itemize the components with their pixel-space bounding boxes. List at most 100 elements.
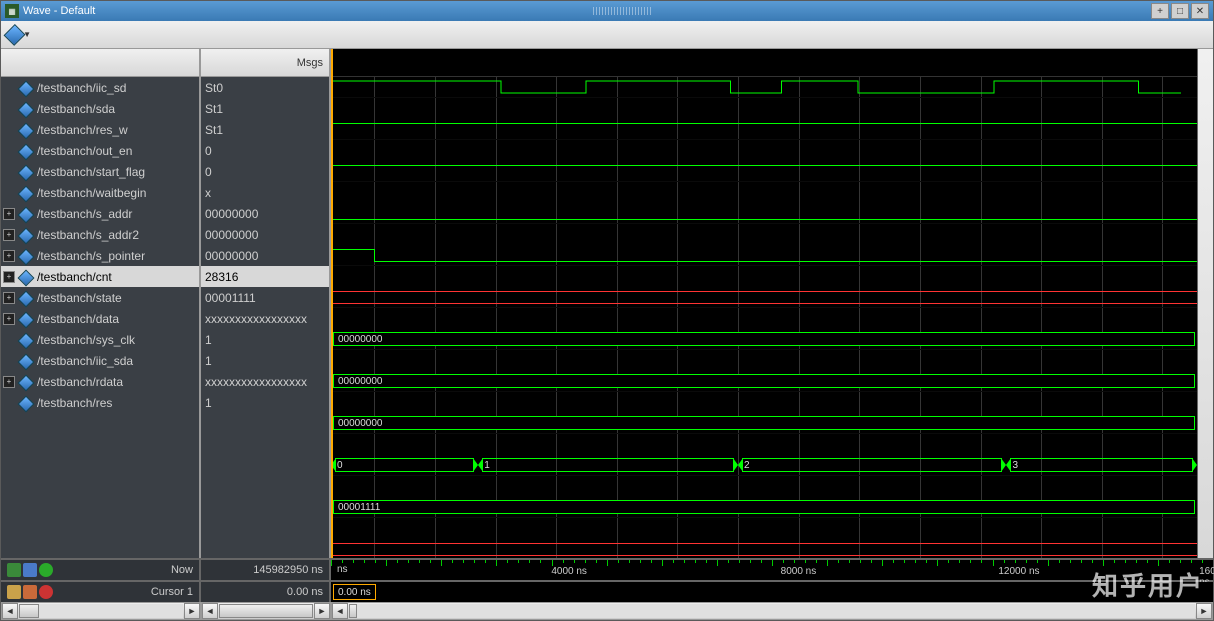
cursor-line[interactable] bbox=[331, 77, 333, 558]
wave-row[interactable] bbox=[331, 245, 1197, 266]
name-scrollbar[interactable]: ◄ ► bbox=[1, 602, 201, 620]
msg-list[interactable]: St0St1St100x0000000000000000000000002831… bbox=[201, 77, 329, 558]
diamond-icon bbox=[17, 374, 33, 390]
signal-row[interactable]: +/testbanch/waitbegin bbox=[1, 182, 199, 203]
wrench-icon[interactable] bbox=[23, 585, 37, 599]
diamond-icon bbox=[17, 269, 33, 285]
msg-row[interactable]: xxxxxxxxxxxxxxxxx bbox=[201, 308, 329, 329]
diamond-icon bbox=[17, 227, 33, 243]
msg-scrollbar[interactable]: ◄ ► bbox=[201, 602, 331, 620]
msg-row[interactable]: 1 bbox=[201, 392, 329, 413]
diamond-icon bbox=[17, 122, 33, 138]
diamond-icon bbox=[17, 143, 33, 159]
now-left: Now bbox=[1, 560, 201, 580]
signal-name: /testbanch/data bbox=[37, 312, 119, 326]
msg-row[interactable]: 28316 bbox=[201, 266, 329, 287]
msg-row[interactable]: 00000000 bbox=[201, 203, 329, 224]
titlebar-grip[interactable] bbox=[593, 7, 653, 15]
signal-list[interactable]: +/testbanch/iic_sd+/testbanch/sda+/testb… bbox=[1, 77, 199, 558]
wave-row[interactable] bbox=[331, 203, 1197, 224]
msg-row[interactable]: 00000000 bbox=[201, 245, 329, 266]
msg-row[interactable]: 1 bbox=[201, 350, 329, 371]
toolbar: ▼ bbox=[1, 21, 1213, 49]
expand-icon[interactable]: + bbox=[3, 292, 15, 304]
expand-icon[interactable]: + bbox=[3, 229, 15, 241]
scroll-right-icon[interactable]: ► bbox=[1196, 603, 1212, 619]
msg-row[interactable]: 00000000 bbox=[201, 224, 329, 245]
signal-row[interactable]: + /testbanch/s_addr2 bbox=[1, 224, 199, 245]
cursor-time-box[interactable]: 0.00 ns bbox=[333, 584, 376, 600]
signal-row[interactable]: + /testbanch/rdata bbox=[1, 371, 199, 392]
add-button[interactable]: + bbox=[1151, 3, 1169, 19]
signal-row[interactable]: +/testbanch/s_pointer bbox=[1, 245, 199, 266]
msg-row[interactable]: St1 bbox=[201, 98, 329, 119]
titlebar[interactable]: ▦ Wave - Default + □ ✕ bbox=[1, 1, 1213, 21]
signal-row[interactable]: +/testbanch/sys_clk bbox=[1, 329, 199, 350]
wave-row[interactable]: 00000000 bbox=[331, 329, 1197, 350]
diamond-icon bbox=[17, 80, 33, 96]
signal-row[interactable]: +/testbanch/s_addr bbox=[1, 203, 199, 224]
link-icon[interactable] bbox=[7, 563, 21, 577]
signal-row[interactable]: +/testbanch/iic_sda bbox=[1, 350, 199, 371]
scroll-left-icon[interactable]: ◄ bbox=[332, 603, 348, 619]
wave-pane[interactable]: 00000000 00000000 00000000 0123 00001111 bbox=[331, 49, 1197, 558]
signal-name: /testbanch/start_flag bbox=[37, 165, 145, 179]
now-row: Now 145982950 ns ns 4000 ns8000 ns12000 … bbox=[1, 558, 1213, 580]
signal-row[interactable]: +/testbanch/iic_sd bbox=[1, 77, 199, 98]
diamond-icon bbox=[17, 248, 33, 264]
wave-row[interactable] bbox=[331, 539, 1197, 558]
scroll-left-icon[interactable]: ◄ bbox=[202, 603, 218, 619]
content-area: +/testbanch/iic_sd+/testbanch/sda+/testb… bbox=[1, 49, 1213, 558]
msg-row[interactable]: xxxxxxxxxxxxxxxxx bbox=[201, 371, 329, 392]
signal-row[interactable]: +/testbanch/cnt bbox=[1, 266, 199, 287]
detach-button[interactable]: □ bbox=[1171, 3, 1189, 19]
msg-row[interactable]: 0 bbox=[201, 140, 329, 161]
signal-row[interactable]: +/testbanch/res_w bbox=[1, 119, 199, 140]
wave-row[interactable] bbox=[331, 77, 1197, 98]
lock-icon[interactable] bbox=[7, 585, 21, 599]
signal-row[interactable]: +/testbanch/res bbox=[1, 392, 199, 413]
wave-row[interactable]: 00000000 bbox=[331, 371, 1197, 392]
signal-row[interactable]: + /testbanch/data bbox=[1, 308, 199, 329]
msg-row[interactable]: 00001111 bbox=[201, 287, 329, 308]
msg-row[interactable]: 1 bbox=[201, 329, 329, 350]
wave-area[interactable]: 00000000 00000000 00000000 0123 00001111 bbox=[331, 77, 1197, 558]
scroll-left-icon[interactable]: ◄ bbox=[2, 603, 18, 619]
add-icon[interactable] bbox=[39, 563, 53, 577]
close-button[interactable]: ✕ bbox=[1191, 3, 1209, 19]
wave-row[interactable] bbox=[331, 119, 1197, 140]
signal-name: /testbanch/s_addr2 bbox=[37, 228, 139, 242]
wave-row[interactable]: 0123 bbox=[331, 455, 1197, 476]
wave-row[interactable]: 00000000 bbox=[331, 413, 1197, 434]
signal-row[interactable]: +/testbanch/sda bbox=[1, 98, 199, 119]
signal-row[interactable]: +/testbanch/start_flag bbox=[1, 161, 199, 182]
expand-icon[interactable]: + bbox=[3, 376, 15, 388]
msg-row[interactable]: x bbox=[201, 182, 329, 203]
signal-name: /testbanch/iic_sda bbox=[37, 354, 133, 368]
timescale[interactable]: ns 4000 ns8000 ns12000 ns16000 ns bbox=[331, 560, 1213, 580]
scroll-right-icon[interactable]: ► bbox=[184, 603, 200, 619]
remove-icon[interactable] bbox=[39, 585, 53, 599]
expand-icon[interactable]: + bbox=[3, 313, 15, 325]
wave-scrollbar[interactable]: ◄ ► bbox=[331, 602, 1213, 620]
time-tick-label: 4000 ns bbox=[551, 566, 587, 577]
expand-icon[interactable]: + bbox=[3, 250, 15, 262]
signal-row[interactable]: +/testbanch/state bbox=[1, 287, 199, 308]
diamond-icon bbox=[17, 353, 33, 369]
expand-icon[interactable]: + bbox=[3, 208, 15, 220]
signal-name-pane: +/testbanch/iic_sd+/testbanch/sda+/testb… bbox=[1, 49, 201, 558]
signal-row[interactable]: +/testbanch/out_en bbox=[1, 140, 199, 161]
wave-row[interactable]: 00001111 bbox=[331, 497, 1197, 518]
expand-icon[interactable]: + bbox=[3, 271, 15, 283]
wave-row[interactable] bbox=[331, 161, 1197, 182]
wave-row[interactable] bbox=[331, 287, 1197, 308]
msg-row[interactable]: St0 bbox=[201, 77, 329, 98]
msg-row[interactable]: 0 bbox=[201, 161, 329, 182]
scroll-right-icon[interactable]: ► bbox=[314, 603, 330, 619]
signal-options-button[interactable]: ▼ bbox=[7, 24, 31, 46]
msg-row[interactable]: St1 bbox=[201, 119, 329, 140]
db-icon[interactable] bbox=[23, 563, 37, 577]
cursor-value: 0.00 ns bbox=[201, 582, 331, 602]
signal-name: /testbanch/res bbox=[37, 396, 112, 410]
signal-name: /testbanch/rdata bbox=[37, 375, 123, 389]
